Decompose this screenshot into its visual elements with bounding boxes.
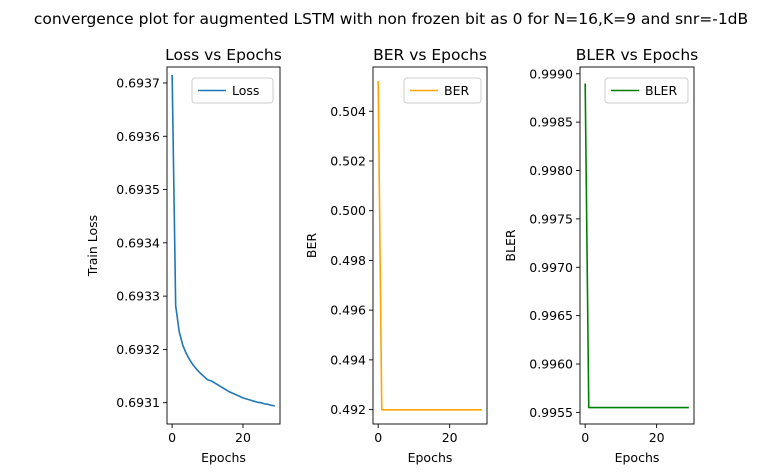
y-tick-label: 0.6936 (116, 129, 160, 144)
x-tick-label: 20 (235, 430, 251, 445)
subplot-title: BLER vs Epochs (576, 46, 698, 64)
x-tick-label: 0 (374, 430, 382, 445)
legend-box (604, 77, 689, 104)
x-tick-label: 20 (442, 430, 458, 445)
axes-frame (579, 66, 695, 425)
y-tick-label: 0.6937 (116, 75, 160, 90)
y-tick-label: 0.6933 (116, 289, 160, 304)
x-axis-label: Epochs (615, 450, 660, 465)
y-tick-label: 0.9955 (529, 405, 573, 420)
figure-suptitle: convergence plot for augmented LSTM with… (34, 10, 748, 28)
y-tick-label: 0.6934 (116, 235, 160, 250)
legend-box (191, 77, 274, 104)
axes-frame (372, 66, 488, 425)
y-tick-label: 0.494 (330, 352, 366, 367)
subplot-1: Loss vs Epochs 0.6931 0.6932 0.6933 0.6934 0.… (85, 46, 282, 465)
y-tick-label: 0.9960 (529, 357, 573, 372)
y-tick-label: 0.6935 (116, 182, 160, 197)
x-tick-label: 0 (581, 430, 589, 445)
y-tick-label: 0.504 (330, 104, 366, 119)
x-axis-label: Epochs (408, 450, 453, 465)
y-tick-label: 0.6932 (116, 342, 160, 357)
y-tick-label: 0.9990 (529, 66, 573, 81)
y-tick-label: 0.498 (330, 253, 366, 268)
y-tick-label: 0.9970 (529, 260, 573, 275)
legend-label: Loss (232, 83, 259, 98)
legend-label: BER (444, 83, 469, 98)
legend-label: BLER (645, 83, 677, 98)
legend-box (403, 77, 482, 104)
y-tick-label: 0.9975 (529, 211, 573, 226)
legend: BLER (604, 77, 689, 104)
y-tick-label: 0.9985 (529, 115, 573, 130)
y-axis-label: Train Loss (85, 215, 100, 277)
y-tick-label: 0.502 (330, 153, 366, 168)
y-tick-label: 0.500 (330, 203, 366, 218)
subplot-2: BER vs Epochs 0.492 0.494 0.496 0.498 0.500 0.… (304, 46, 488, 465)
subplots-container: Loss vs Epochs 0.6931 0.6932 0.6933 0.6934 0.… (85, 46, 698, 465)
y-tick-label: 0.9965 (529, 308, 573, 323)
series-line-loss (171, 74, 275, 407)
y-tick-label: 0.6931 (116, 395, 160, 410)
legend: BER (403, 77, 482, 104)
axes-frame (166, 66, 281, 425)
subplot-3: BLER vs Epochs 0.9955 0.9960 0.9965 0.9970 0.… (503, 46, 698, 465)
series-line-ber (377, 81, 482, 411)
x-tick-label: 20 (649, 430, 665, 445)
y-tick-label: 0.496 (330, 303, 366, 318)
subplot-title: BER vs Epochs (373, 46, 487, 64)
x-tick-label: 0 (168, 430, 176, 445)
y-axis-label: BER (304, 233, 319, 258)
series-line-bler (584, 83, 689, 409)
subplot-title: Loss vs Epochs (165, 46, 282, 64)
y-tick-label: 0.9980 (529, 163, 573, 178)
x-axis-label: Epochs (201, 450, 246, 465)
y-tick-label: 0.492 (330, 402, 366, 417)
legend: Loss (191, 77, 274, 104)
y-axis-label: BLER (503, 229, 518, 261)
